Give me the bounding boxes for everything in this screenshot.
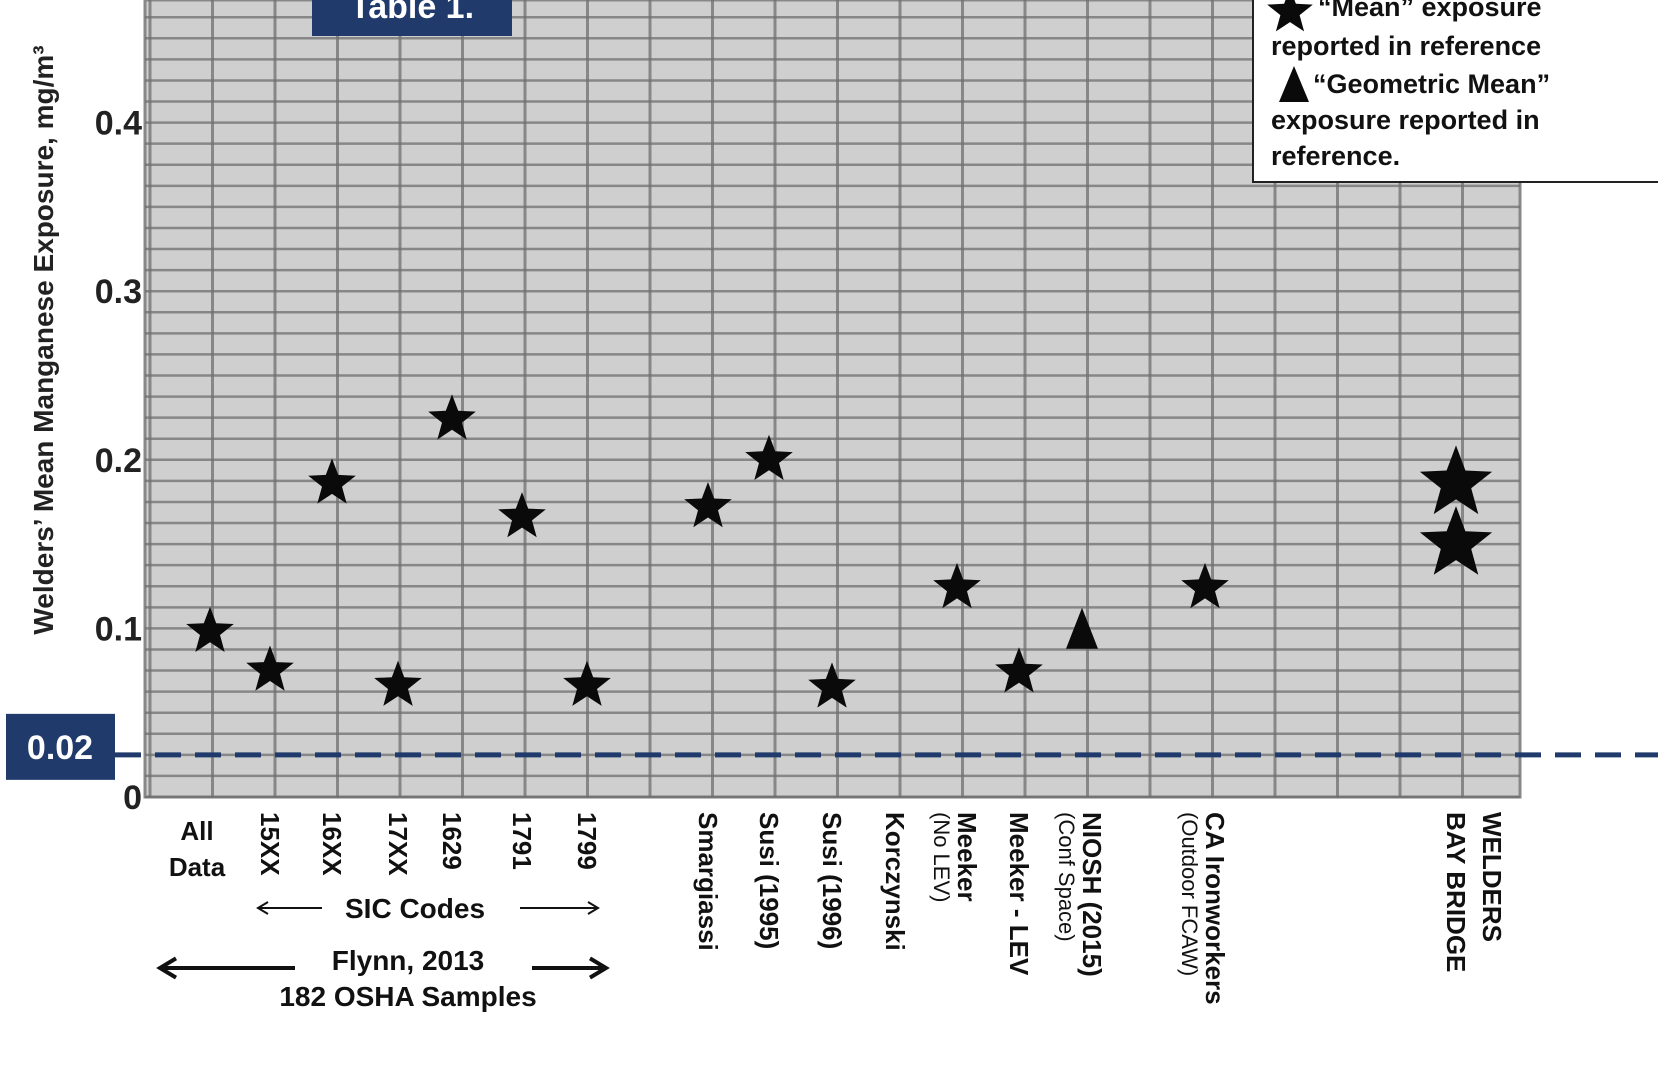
x-tick-label: Meeker [952,812,982,902]
reference-line-group: 0.02 [6,713,1658,780]
x-tick-sublabel: (Conf Space) [1054,812,1079,942]
x-tick-sublabel: (No LEV) [929,812,954,902]
x-tick-label: Korczynski [880,812,910,951]
x-tick-label: NIOSH (2015) [1077,812,1107,977]
legend-entry-text: reported in reference [1271,31,1541,61]
x-tick-label: Data [169,852,226,882]
x-tick-label-group: Meeker - LEV [1004,812,1034,976]
star-marker [745,434,793,480]
group-label: SIC Codes [345,893,485,924]
star-marker [1419,506,1493,575]
x-tick-label: 15XX [255,812,285,876]
star-marker [684,482,732,528]
legend: “Mean” exposure reported in reference “Geo… [1252,0,1658,183]
x-tick-label-group: 1799 [572,812,602,870]
star-marker [246,645,294,691]
y-tick-label: 0.4 [95,105,142,143]
legend-star-icon [1267,0,1313,32]
x-tick-label: Susi (1996) [817,812,847,949]
star-marker [308,458,356,504]
star-marker [186,606,234,652]
star-marker [808,662,856,708]
x-tick-label: 17XX [383,812,413,876]
star-marker [498,492,546,538]
x-tick-label-group: 17XX [383,812,413,876]
x-tick-label: 1629 [437,812,467,870]
chart-title: Table 1. [350,0,474,26]
y-tick-label: 0 [123,779,142,817]
x-tick-label-group: BAY BRIDGE WELDERS [1441,812,1507,972]
x-tick-label-group: 16XX [317,812,347,876]
x-tick-label-group: Korczynski [880,812,910,951]
x-tick-label-group: Meeker(No LEV) [929,812,982,902]
y-axis-label: Welders’ Mean Manganese Exposure, mg/m³ [28,45,59,634]
x-tick-label-group: CA Ironworkers(Outdoor FCAW) [1177,812,1230,1005]
title-group: Table 1. [312,0,512,36]
y-tick-label: 0.1 [95,610,142,648]
y-axis: 0 0.1 0.2 0.3 0.4 [95,105,142,817]
reference-badge [6,713,115,780]
data-points [186,394,1493,708]
legend-entry-text: “Geometric Mean” [1313,69,1550,99]
group-arrow-head [587,901,600,915]
legend-triangle-icon [1279,66,1309,102]
x-tick-label: BAY BRIDGE [1441,812,1471,972]
x-tick-label-group: 15XX [255,812,285,876]
x-tick-label: Meeker - LEV [1004,812,1034,976]
x-tick-label-group: Smargiassi [693,812,723,951]
x-tick-label-group: Susi (1995) [754,812,784,949]
group-annotations: SIC Codes Flynn, 2013 182 OSHA Samples [156,893,610,1012]
star-marker [1181,562,1229,609]
group-label: Flynn, 2013 [332,945,485,976]
legend-entry-text: “Mean” exposure [1318,0,1542,22]
x-tick-label: 1799 [572,812,602,870]
x-tick-label: CA Ironworkers [1200,812,1230,1005]
x-tick-label: All [180,816,213,846]
x-tick-label-group: Susi (1996) [817,812,847,949]
group-sublabel: 182 OSHA Samples [279,981,536,1012]
star-marker [374,660,422,706]
y-tick-label: 0.2 [95,442,142,480]
star-marker [428,394,476,440]
triangle-marker [1066,607,1098,649]
x-tick-label: 16XX [317,812,347,876]
legend-entry-text: reference. [1271,141,1400,171]
reference-label: 0.02 [27,729,93,767]
star-marker [563,660,611,706]
group-arrow-head [588,956,610,980]
x-tick-label: 1791 [507,812,537,870]
group-arrow-head [256,901,269,915]
x-axis: All Data 15XX 16XX 17XX 1629 1791 1799 Smargiass… [169,812,1507,1005]
x-tick-label: WELDERS [1477,812,1507,942]
title-badge [312,0,512,36]
x-tick-label-group: 1629 [437,812,467,870]
star-marker [933,562,981,609]
legend-entry-text: exposure reported in [1271,105,1540,135]
star-marker [1419,445,1493,515]
x-tick-sublabel: (Outdoor FCAW) [1177,812,1202,976]
y-tick-label: 0.3 [95,273,142,311]
x-tick-label: Smargiassi [693,812,723,951]
star-marker [995,647,1043,693]
group-arrow-head [156,956,178,980]
x-tick-label-group: 1791 [507,812,537,870]
x-tick-label-group: NIOSH (2015)(Conf Space) [1054,812,1107,977]
x-tick-label: Susi (1995) [754,812,784,949]
legend-box [1252,0,1658,183]
